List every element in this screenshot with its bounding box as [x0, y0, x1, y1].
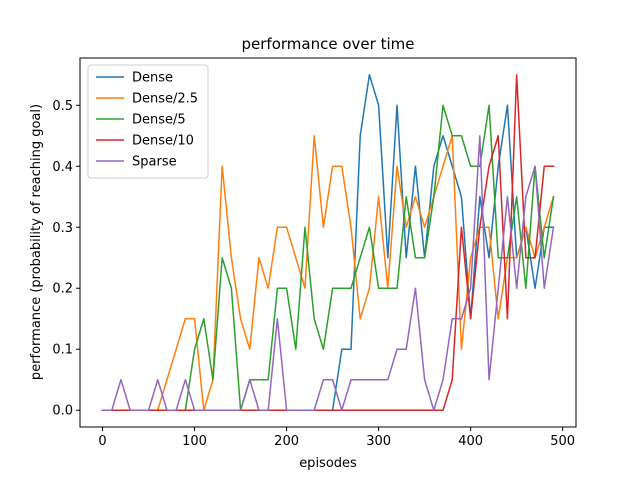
legend-label-dense-5: Dense/5 [132, 113, 186, 128]
legend-label-dense-10: Dense/10 [132, 134, 194, 149]
y-tick-label: 0.3 [52, 221, 73, 236]
x-tick-label: 200 [274, 434, 299, 449]
y-tick-label: 0.1 [52, 343, 73, 358]
x-tick-label: 300 [366, 434, 391, 449]
x-tick-label: 400 [458, 434, 483, 449]
y-axis-label: performance (probability of reaching goa… [29, 104, 44, 380]
y-tick-label: 0.4 [52, 160, 73, 175]
series-line-sparse [101, 135, 555, 411]
legend-label-sparse: Sparse [132, 155, 177, 170]
legend-box [87, 64, 209, 179]
legend: Dense Dense/2.5 Dense/5 Dense/10 Sparse [87, 64, 209, 179]
y-tick-label: 0.5 [52, 99, 73, 114]
x-axis-label: episodes [299, 456, 357, 471]
y-axis: 0.0 0.1 0.2 0.3 0.4 0.5 [52, 99, 80, 419]
x-tick-label: 0 [98, 434, 106, 449]
x-axis: 0 100 200 300 400 500 [98, 427, 575, 449]
chart-title: performance over time [242, 35, 415, 53]
legend-label-dense: Dense [132, 71, 173, 86]
legend-label-dense-2-5: Dense/2.5 [132, 92, 198, 107]
plot-series-group [101, 74, 555, 411]
x-tick-label: 500 [550, 434, 575, 449]
x-tick-label: 100 [182, 434, 207, 449]
series-line-dense-10 [101, 74, 555, 411]
plot-frame [79, 57, 577, 428]
series-line-dense-2-5 [101, 135, 555, 411]
y-tick-label: 0.2 [52, 282, 73, 297]
y-tick-label: 0.0 [52, 404, 73, 419]
